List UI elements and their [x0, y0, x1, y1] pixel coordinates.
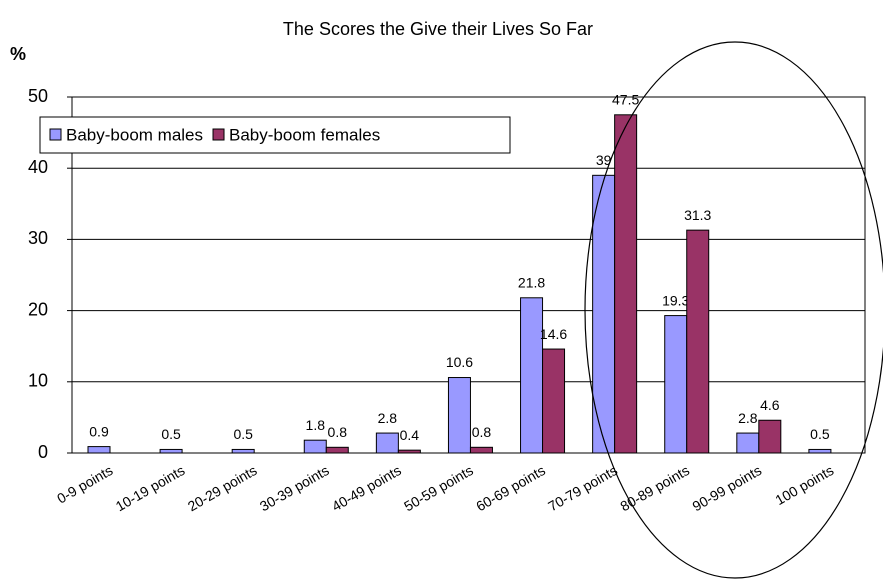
x-tick-label: 0-9 points [54, 462, 115, 507]
x-tick-label: 20-29 points [185, 462, 260, 514]
x-tick-label: 40-49 points [329, 462, 404, 514]
data-label: 0.5 [233, 426, 253, 442]
x-tick-label: 100 points [772, 462, 836, 508]
bar [447, 377, 471, 454]
x-tick-label: 50-59 points [401, 462, 476, 514]
data-label: 2.8 [738, 410, 758, 426]
legend-label: Baby-boom females [229, 125, 380, 144]
bar [520, 297, 544, 454]
legend-swatch [49, 128, 62, 141]
data-label: 10.6 [446, 354, 473, 370]
bar [469, 446, 493, 454]
legend-box [39, 116, 511, 154]
data-label: 2.8 [378, 410, 398, 426]
plot-area: 0 10 20 30 40 50 0.9 0.5 0.5 1.8 2.8 10.6 21.8 39 19.3… [28, 86, 866, 514]
bar [614, 114, 638, 454]
bar [758, 419, 782, 454]
x-tick-label: 80-89 points [617, 462, 692, 514]
bar [808, 448, 832, 454]
x-tick-label: 30-39 points [257, 462, 332, 514]
x-tick-label: 90-99 points [689, 462, 764, 514]
data-label: 0.5 [161, 426, 181, 442]
data-label: 19.3 [662, 292, 689, 308]
bar [686, 229, 710, 454]
bar [397, 449, 421, 454]
y-axis-label: % [10, 44, 26, 64]
y-tick-label: 40 [28, 157, 48, 177]
data-label: 21.8 [518, 274, 545, 290]
data-label: 0.5 [810, 426, 830, 442]
y-tick-label: 50 [28, 86, 48, 106]
y-tick-label: 20 [28, 299, 48, 319]
highlight-ellipse [584, 41, 883, 579]
x-tick-label: 60-69 points [473, 462, 548, 514]
data-label: 31.3 [684, 207, 711, 223]
bar [375, 432, 399, 454]
x-tick-label: 10-19 points [113, 462, 188, 514]
bar [664, 315, 688, 454]
data-label: 39 [596, 152, 612, 168]
data-label: 14.6 [540, 326, 567, 342]
legend: Baby-boom males Baby-boom females [39, 116, 511, 154]
x-tick-label: 70-79 points [545, 462, 620, 514]
bar [542, 348, 566, 454]
y-tick-label: 10 [28, 371, 48, 391]
bar [325, 446, 349, 454]
data-label: 0.8 [472, 424, 492, 440]
data-label: 0.8 [328, 424, 348, 440]
bar [159, 448, 183, 454]
bar [231, 448, 255, 454]
legend-label: Baby-boom males [66, 125, 203, 144]
data-label: 0.4 [400, 427, 420, 443]
bar [736, 432, 760, 454]
bar [303, 439, 327, 454]
data-label: 0.9 [89, 423, 109, 439]
y-tick-label: 0 [38, 442, 48, 462]
legend-swatch [212, 128, 225, 141]
data-label: 1.8 [306, 417, 326, 433]
y-tick-label: 30 [28, 228, 48, 248]
bar [87, 446, 111, 454]
data-label: 4.6 [760, 397, 780, 413]
chart-title: The Scores the Give their Lives So Far [283, 19, 593, 39]
data-label: 47.5 [612, 92, 639, 108]
